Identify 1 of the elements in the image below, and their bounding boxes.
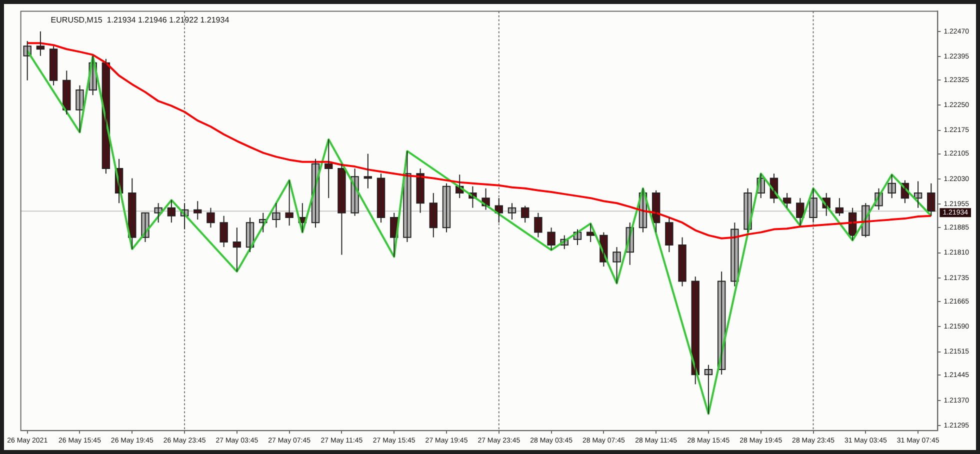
text: EURUSD,M15 1.21934 1.21946 1.21922 1.21934	[50, 15, 230, 24]
